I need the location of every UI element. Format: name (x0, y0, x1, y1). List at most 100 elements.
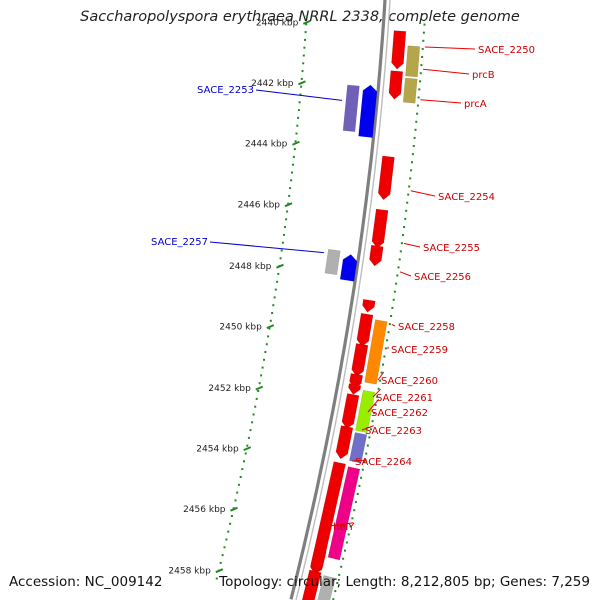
scale-label: 2454 kbp (196, 445, 239, 455)
gene-label: SACE_2257 (151, 237, 208, 248)
feature-SACE_2262 (355, 389, 376, 434)
gc-dot (370, 428, 372, 431)
gc-dot (373, 412, 376, 415)
gene-label: SACE_2262 (371, 408, 428, 419)
scale-dot (304, 31, 307, 34)
scale-dot (305, 23, 308, 26)
scale-dot (284, 226, 286, 229)
cds-forward (309, 461, 346, 575)
gc-dot (376, 395, 379, 398)
scale-dot (280, 249, 283, 252)
gc-dot (419, 72, 422, 75)
label-leader (361, 425, 374, 431)
genome-summary-text: Topology: circular; Length: 8,212,805 bp… (219, 574, 590, 590)
gc-dot (358, 484, 361, 487)
scale-tick (302, 19, 311, 25)
scale-tick (276, 263, 284, 269)
feature-prcA (402, 77, 418, 104)
scale-dot (290, 179, 293, 182)
scale-dot (263, 358, 265, 361)
gc-dot (366, 444, 369, 447)
gc-dot (420, 64, 423, 67)
gc-dot (390, 315, 393, 317)
gc-dot (344, 549, 346, 552)
scale-dot (272, 304, 275, 307)
gc-dot (345, 541, 348, 544)
scale-dot (279, 257, 282, 260)
scale-dot (243, 460, 245, 463)
gc-dot (380, 371, 383, 374)
scale-dot (268, 327, 271, 330)
label-leader (209, 241, 324, 254)
scale-dot (227, 530, 230, 533)
scale-dot (219, 561, 222, 564)
gc-dot (382, 363, 384, 366)
gc-dot (336, 582, 339, 584)
scale-tick (243, 446, 252, 452)
gc-dot (379, 379, 382, 382)
scale-dot (260, 374, 263, 377)
gc-dot (363, 460, 366, 463)
feature-prcB (405, 45, 421, 78)
gc-dot (384, 347, 387, 350)
gc-dot (403, 226, 406, 228)
scale-dot (244, 452, 247, 455)
scale-dot (294, 140, 297, 143)
scale-dot (298, 101, 301, 104)
gc-dot (421, 47, 424, 50)
gene-label: SACE_2263 (365, 426, 422, 437)
scale-dot (293, 148, 296, 151)
gc-dot (422, 31, 425, 34)
gc-dot (397, 266, 400, 269)
axis-outer-line (289, 0, 387, 600)
gene-label: SACE_2250 (478, 45, 535, 56)
label-leader (424, 46, 476, 50)
label-leader (423, 68, 470, 75)
scale-label: 2446 kbp (238, 201, 281, 211)
scale-dot (304, 38, 306, 41)
gene-label: SACE_2261 (376, 393, 433, 404)
gc-dot (371, 420, 374, 423)
gc-dot (334, 590, 337, 593)
scale-dot (292, 163, 294, 166)
gc-dot (386, 339, 389, 342)
gc-dot (398, 258, 401, 261)
scale-dot (288, 194, 291, 197)
gc-dot (421, 56, 424, 58)
gc-dot (365, 452, 368, 455)
gc-dot (406, 201, 409, 204)
gene-label: SACE_2255 (423, 243, 480, 254)
scale-label: 2440 kbp (256, 18, 299, 28)
gc-dot (332, 598, 335, 600)
feature-SACE_2257 (339, 254, 358, 282)
gc-dot (419, 80, 422, 83)
scale-dot (303, 46, 306, 49)
gc-dot (360, 476, 363, 479)
label-leader (329, 522, 354, 527)
scale-dot (221, 554, 224, 557)
scale-dot (234, 499, 237, 502)
scale-dot (237, 483, 240, 486)
gc-dot (402, 234, 404, 237)
gene-label: SACE_2254 (438, 192, 495, 203)
gc-dot (349, 525, 352, 528)
scale-label: 2456 kbp (183, 505, 226, 515)
scale-dot (274, 288, 277, 291)
scale-tick (255, 385, 264, 391)
feature-SACE_2257-gray (324, 248, 341, 276)
gc-dot (404, 217, 407, 220)
label-leader (351, 459, 367, 462)
cds-forward (335, 425, 354, 460)
scale-dot (277, 272, 280, 275)
scale-dot (289, 187, 292, 190)
gene-label: helY (333, 522, 355, 533)
gene-label: prcA (464, 99, 487, 110)
gc-dot (338, 573, 341, 576)
gc-dot (374, 404, 377, 406)
gc-dot (417, 96, 420, 99)
label-leader (367, 398, 380, 413)
gc-dot (347, 533, 350, 536)
cds-forward (362, 298, 376, 313)
scale-label: 2450 kbp (219, 323, 262, 333)
